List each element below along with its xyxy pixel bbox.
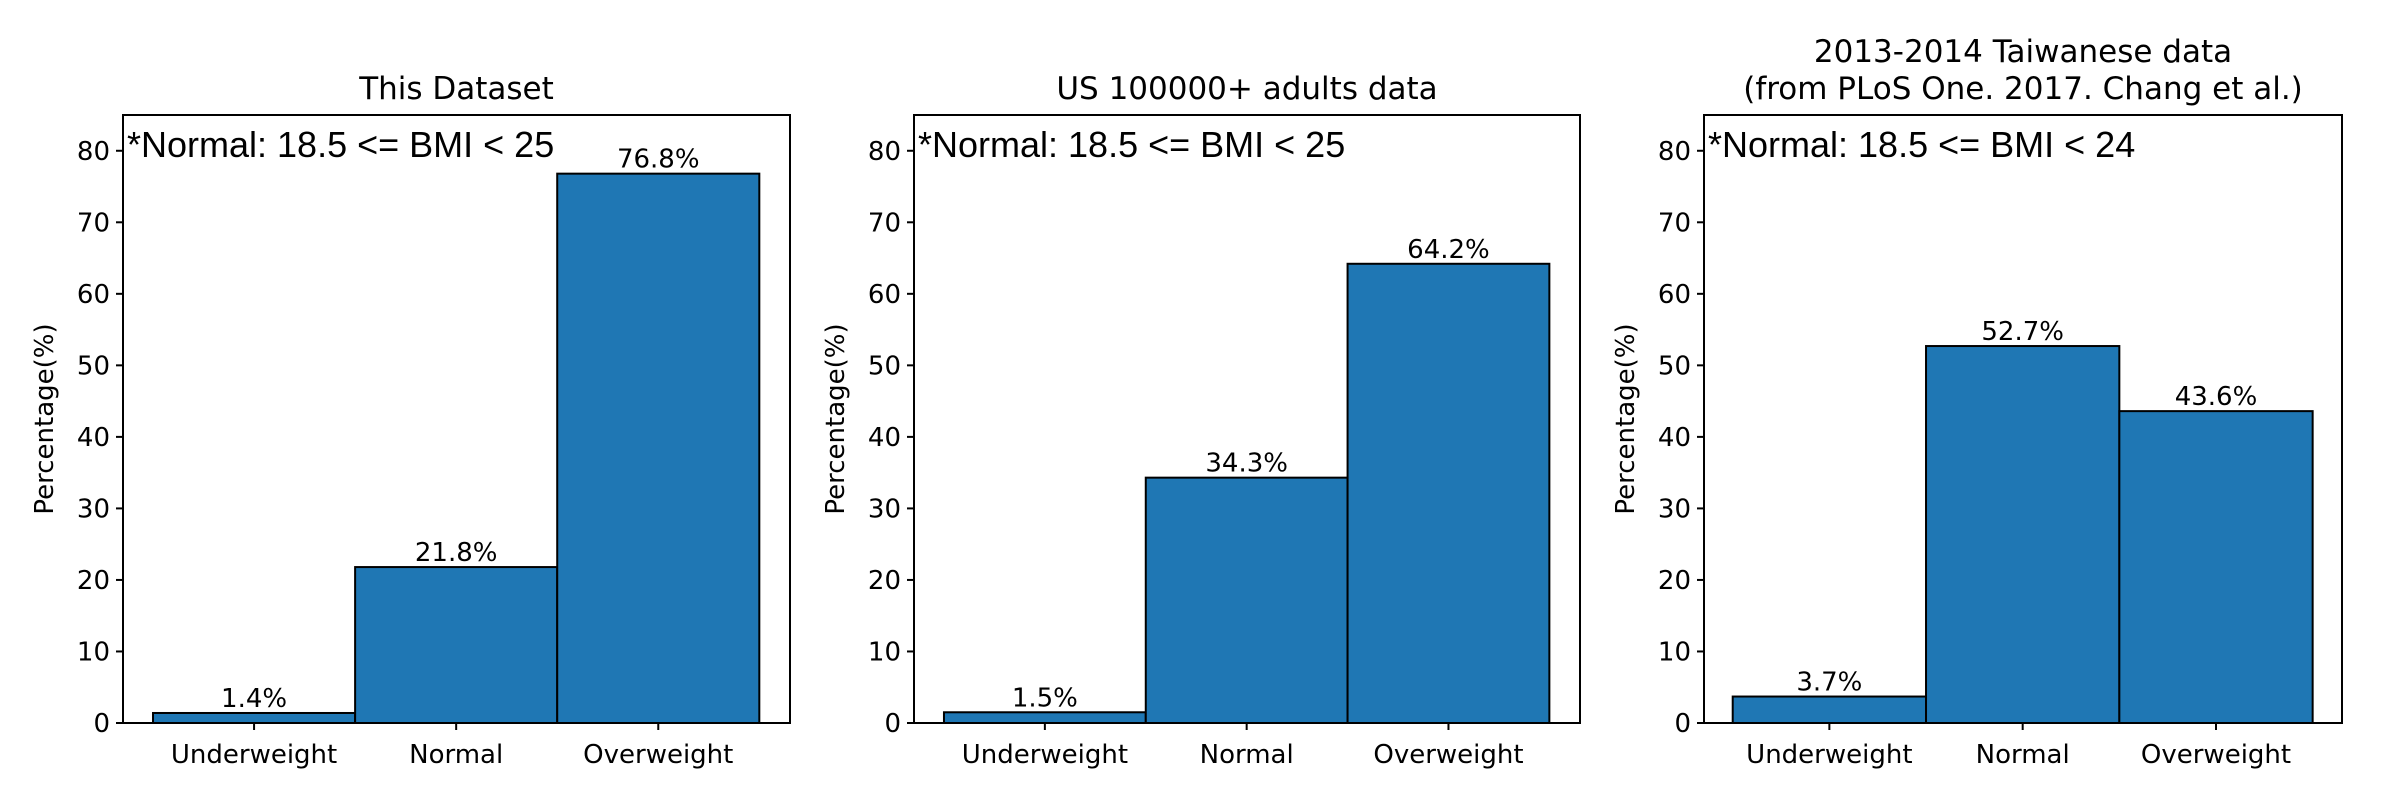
bar-overweight [1346, 262, 1551, 724]
bar-value-label: 1.4% [221, 684, 287, 714]
chart-panel-1: 1.4% Underweight 21.8% Normal 76.8% Overweigh… [30, 71, 791, 770]
bar-value-label: 21.8% [415, 538, 498, 568]
axes-frame [1703, 114, 2343, 724]
x-tick-label: Underweight [1746, 740, 1912, 770]
bar-overweight [556, 172, 761, 724]
bar-value-label: 34.3% [1205, 449, 1288, 479]
y-tick-label: 10 [77, 637, 110, 667]
chart-title: (from PLoS One. 2017. Chang et al.) [1743, 71, 2303, 107]
x-tick-label: Overweight [583, 740, 733, 770]
y-tick-label: 70 [77, 208, 110, 238]
y-tick-label: 30 [77, 494, 110, 524]
x-tick-label: Underweight [171, 740, 337, 770]
y-tick-label: 10 [1658, 637, 1691, 667]
axes-frame [913, 114, 1581, 724]
y-tick-label: 70 [1658, 208, 1691, 238]
chart-title: US 100000+ adults data [1056, 71, 1437, 107]
y-tick-label: 60 [1658, 280, 1691, 310]
y-tick-label: 0 [1674, 709, 1691, 739]
y-tick-label: 50 [1658, 351, 1691, 381]
normal-range-annotation: *Normal: 18.5 <= BMI < 24 [1708, 124, 2135, 165]
chart-title: This Dataset [358, 71, 554, 107]
y-axis-label: Percentage(%) [1611, 323, 1641, 514]
bar-normal [354, 566, 559, 724]
bar-value-label: 64.2% [1407, 235, 1490, 265]
x-tick-label: Normal [409, 740, 503, 770]
y-tick-label: 80 [868, 137, 901, 167]
bar-normal [1925, 345, 2121, 724]
y-tick-label: 30 [868, 494, 901, 524]
x-tick-label: Overweight [2141, 740, 2291, 770]
normal-range-annotation: *Normal: 18.5 <= BMI < 25 [918, 124, 1345, 165]
y-tick-label: 80 [77, 137, 110, 167]
y-tick-label: 60 [868, 280, 901, 310]
y-tick-label: 40 [868, 423, 901, 453]
bar-normal [1144, 476, 1349, 724]
y-tick-label: 20 [868, 566, 901, 596]
y-tick-label: 50 [868, 351, 901, 381]
y-tick-label: 50 [77, 351, 110, 381]
bar-value-label: 52.7% [1981, 317, 2064, 347]
y-tick-label: 80 [1658, 137, 1691, 167]
normal-range-annotation: *Normal: 18.5 <= BMI < 25 [127, 124, 554, 165]
chart-title: 2013-2014 Taiwanese data [1814, 34, 2232, 70]
bar-value-label: 3.7% [1796, 668, 1862, 698]
y-axis-label: Percentage(%) [30, 323, 60, 514]
y-tick-label: 40 [1658, 423, 1691, 453]
chart-panel-2: 1.5% Underweight 34.3% Normal 64.2% Overweigh… [821, 71, 1581, 770]
bar-value-label: 43.6% [2175, 382, 2258, 412]
y-tick-label: 30 [1658, 494, 1691, 524]
bar-underweight [942, 711, 1147, 724]
y-tick-label: 10 [868, 637, 901, 667]
y-tick-label: 20 [1658, 566, 1691, 596]
bar-underweight [152, 711, 357, 725]
y-tick-label: 40 [77, 423, 110, 453]
y-axis-label: Percentage(%) [821, 323, 851, 514]
y-tick-label: 0 [93, 709, 110, 739]
bar-value-label: 1.5% [1012, 683, 1078, 713]
y-tick-label: 20 [77, 566, 110, 596]
bar-overweight [2118, 410, 2314, 724]
y-tick-label: 60 [77, 280, 110, 310]
bar-underweight [1731, 695, 1928, 724]
chart-panel-3: 3.7% Underweight 52.7% Normal 43.6% Overweigh… [1611, 34, 2343, 770]
y-tick-label: 70 [868, 208, 901, 238]
x-tick-label: Normal [1976, 740, 2070, 770]
bar-value-label: 76.8% [617, 145, 700, 175]
y-tick-label: 0 [884, 709, 901, 739]
x-tick-label: Overweight [1373, 740, 1523, 770]
x-tick-label: Underweight [962, 740, 1128, 770]
axes-frame [122, 114, 791, 724]
x-tick-label: Normal [1200, 740, 1294, 770]
